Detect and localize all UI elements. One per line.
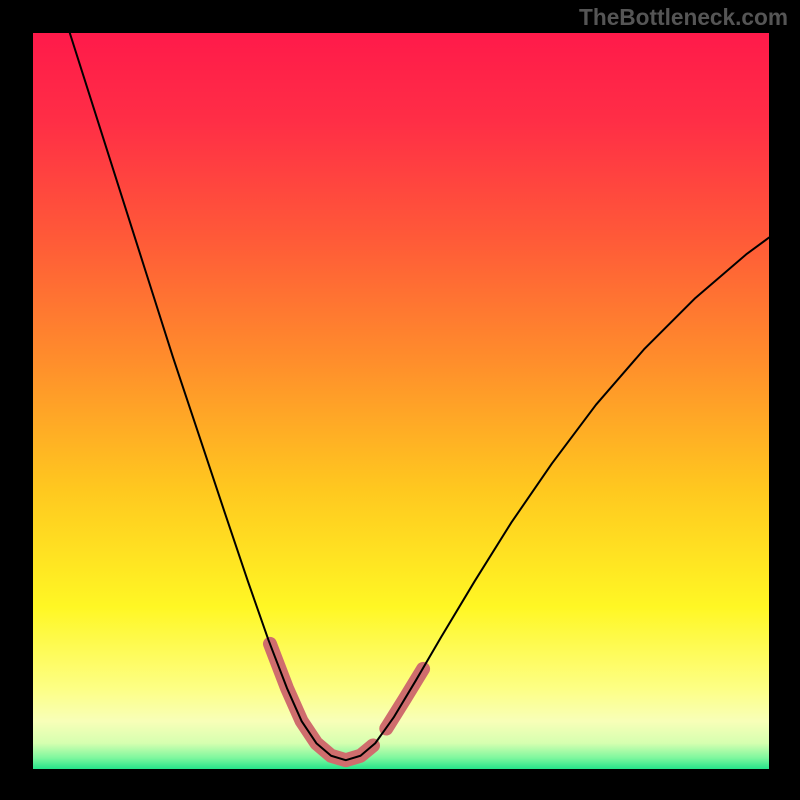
curve-layer <box>33 33 769 769</box>
plot-area <box>33 33 769 769</box>
watermark-text: TheBottleneck.com <box>579 4 788 31</box>
bottleneck-curve <box>70 33 769 760</box>
salmon-marker-segment-1 <box>270 644 373 760</box>
